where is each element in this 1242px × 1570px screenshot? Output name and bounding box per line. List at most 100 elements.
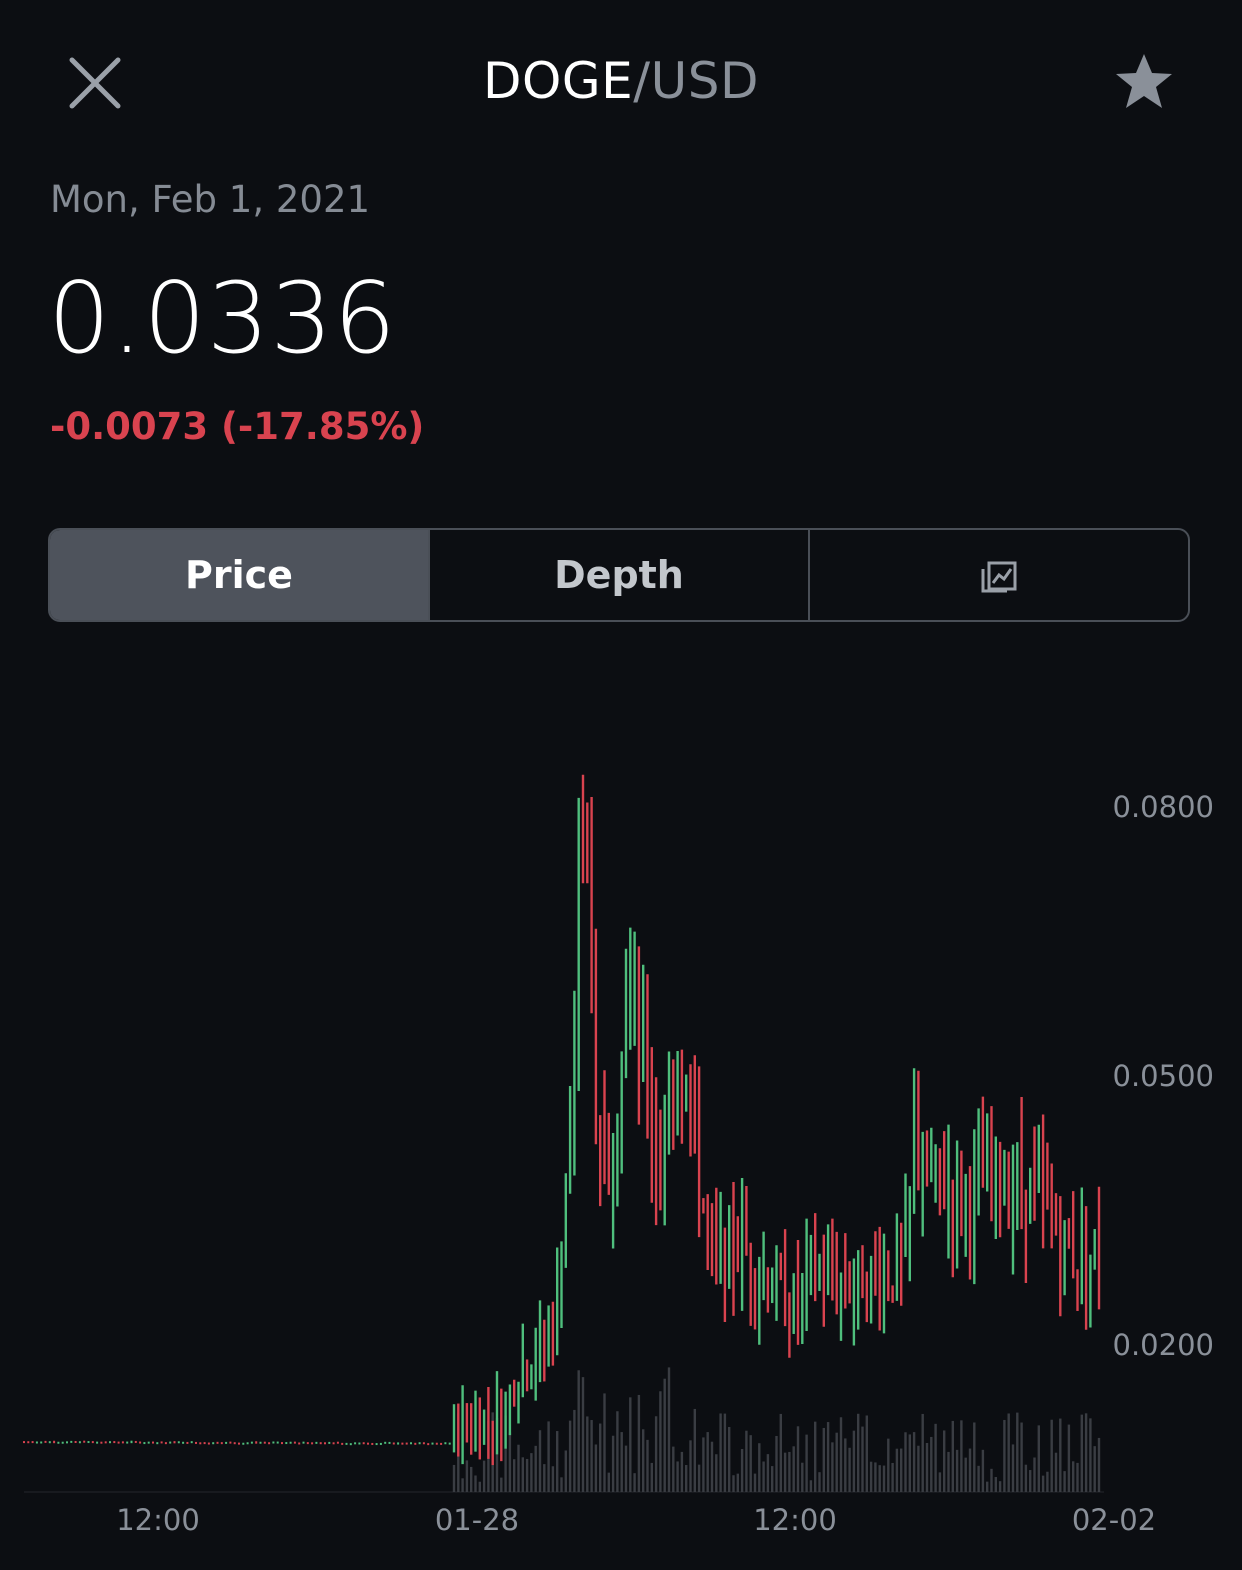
volume-bar xyxy=(891,1462,894,1492)
volume-bar xyxy=(586,1416,589,1492)
volume-bar xyxy=(904,1432,907,1492)
chart-overlay-icon xyxy=(981,561,1017,593)
volume-bar xyxy=(852,1430,856,1492)
volume-bar xyxy=(534,1445,537,1492)
chart-type-tabs: Price Depth xyxy=(48,528,1190,622)
volume-bar xyxy=(796,1426,800,1492)
volume-bar xyxy=(801,1462,804,1492)
volume-bar xyxy=(779,1413,782,1492)
volume-bar xyxy=(960,1420,963,1492)
volume-bar xyxy=(964,1457,967,1492)
volume-bar xyxy=(633,1473,636,1492)
favorite-star-icon[interactable] xyxy=(1112,50,1176,114)
volume-bar xyxy=(710,1441,714,1492)
volume-bar xyxy=(1084,1413,1088,1492)
volume-bar xyxy=(504,1415,507,1492)
volume-bar xyxy=(607,1472,610,1492)
candles xyxy=(23,774,1101,1466)
volume-bar xyxy=(590,1420,593,1492)
volume-bar xyxy=(1097,1437,1101,1492)
volume-bar xyxy=(465,1460,469,1492)
volume-bar xyxy=(1050,1419,1053,1492)
volume-bar xyxy=(659,1391,662,1492)
y-tick-label: 0.0800 xyxy=(1113,790,1214,824)
last-price: 0.0336 xyxy=(48,262,397,376)
volume-bar xyxy=(977,1465,980,1492)
tab-price-label: Price xyxy=(185,553,293,597)
volume-bar xyxy=(685,1465,688,1492)
volume-bar xyxy=(740,1449,744,1492)
volume-bar xyxy=(525,1458,529,1492)
x-tick-label: 01-28 xyxy=(435,1503,519,1537)
volume-bar xyxy=(861,1426,864,1492)
volume-bar xyxy=(1020,1422,1023,1492)
price-change: -0.0073 (-17.85%) xyxy=(50,405,425,448)
volume-bar xyxy=(1041,1475,1045,1492)
volume-bar xyxy=(629,1397,632,1492)
volume-bar xyxy=(1063,1471,1066,1492)
volume-bar xyxy=(1037,1425,1040,1492)
volume-bar xyxy=(611,1435,615,1492)
volume-bar xyxy=(783,1452,787,1492)
volume-bar xyxy=(947,1451,950,1492)
x-axis-labels: 12:00 01-28 12:00 02-02 xyxy=(116,1503,1156,1537)
volume-bar xyxy=(908,1434,911,1492)
volume-bar xyxy=(646,1439,649,1492)
volume-bar xyxy=(1003,1419,1006,1492)
volume-bar xyxy=(577,1370,580,1492)
volume-bar xyxy=(835,1432,838,1492)
x-tick-label: 12:00 xyxy=(116,1503,200,1537)
volume-bar xyxy=(1016,1412,1019,1492)
volume-bar xyxy=(1072,1461,1075,1492)
volume-bar xyxy=(513,1459,516,1492)
volume-bar xyxy=(753,1473,757,1492)
volume-bar xyxy=(603,1393,606,1492)
close-icon[interactable] xyxy=(62,50,128,116)
volume-bar xyxy=(990,1468,993,1492)
y-tick-label: 0.0200 xyxy=(1113,1328,1214,1362)
volume-bar xyxy=(517,1444,520,1492)
volume-bar xyxy=(581,1377,585,1492)
volume-bar xyxy=(822,1427,825,1492)
volume-bar xyxy=(844,1438,847,1492)
volume-bar xyxy=(818,1472,821,1492)
volume-bar xyxy=(667,1367,671,1492)
volume-bar xyxy=(912,1432,916,1492)
volume-bar xyxy=(857,1413,860,1492)
volume-bar xyxy=(495,1418,499,1492)
volume-bar xyxy=(749,1435,752,1492)
volume-bar xyxy=(771,1466,774,1492)
volume-bar xyxy=(521,1457,524,1492)
volume-bar xyxy=(1054,1452,1058,1492)
volume-bar xyxy=(642,1429,645,1492)
volume-bar xyxy=(809,1480,813,1492)
volume-bar xyxy=(900,1448,903,1492)
price-chart[interactable]: 0.0800 0.0500 0.0200 12:00 01-28 12:00 02-02 xyxy=(0,690,1242,1570)
volume-bar xyxy=(564,1450,567,1492)
tab-price[interactable]: Price xyxy=(50,530,428,620)
volume-bar xyxy=(826,1422,830,1492)
volume-bar xyxy=(805,1434,808,1492)
volume-bar xyxy=(702,1437,705,1492)
volume-bar xyxy=(706,1432,709,1492)
volume-bar xyxy=(848,1447,851,1492)
x-tick-label: 12:00 xyxy=(753,1503,837,1537)
tab-depth[interactable]: Depth xyxy=(428,530,808,620)
volume-bar xyxy=(994,1477,997,1492)
volume-bar xyxy=(1029,1470,1032,1492)
volume-bar xyxy=(745,1430,748,1492)
volume-bar xyxy=(766,1454,770,1492)
quote-date: Mon, Feb 1, 2021 xyxy=(50,178,371,221)
tab-chart-overlay[interactable] xyxy=(808,530,1188,620)
volume-bar xyxy=(865,1415,868,1492)
volume-bar xyxy=(672,1446,675,1492)
volume-bar xyxy=(538,1430,542,1492)
volume-bar xyxy=(547,1421,550,1492)
volume-bar xyxy=(543,1464,546,1492)
volume-bar xyxy=(874,1462,877,1492)
volume-bar xyxy=(551,1466,555,1492)
tab-depth-label: Depth xyxy=(554,553,684,597)
volume-bar xyxy=(951,1420,954,1492)
volume-bar xyxy=(599,1423,602,1492)
volume-bar xyxy=(943,1430,946,1492)
